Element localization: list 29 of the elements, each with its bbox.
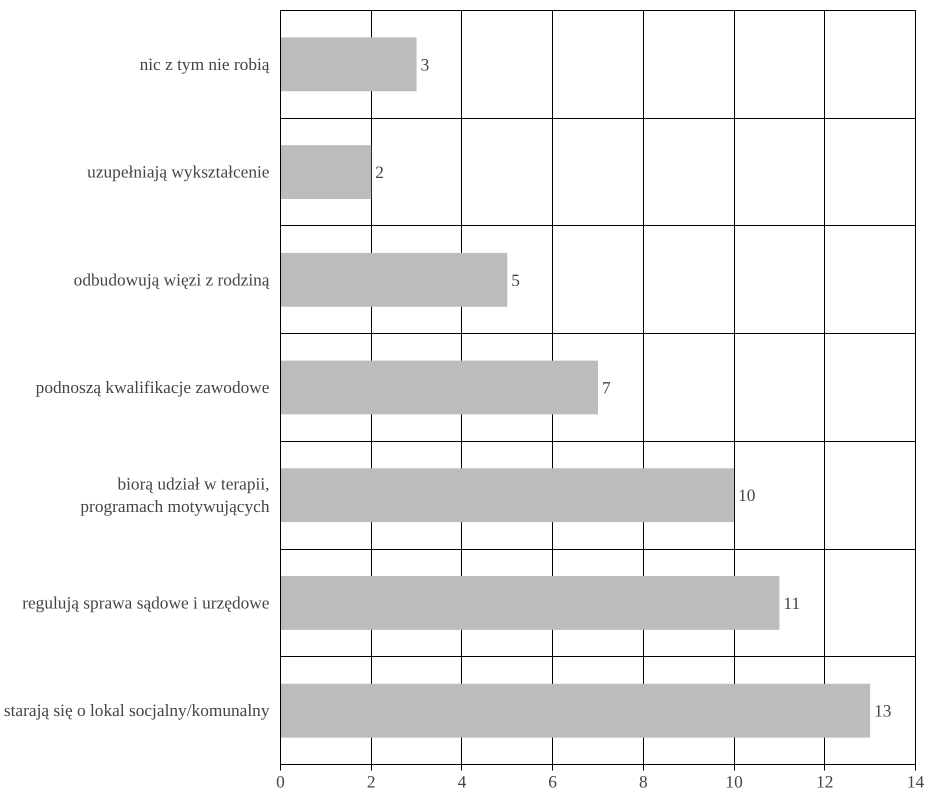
x-tick-label: 4 [458,772,467,792]
bar [280,37,417,92]
bar [280,468,734,522]
data-label: 7 [602,378,611,398]
x-tick-label: 0 [276,772,285,792]
x-tick-label: 8 [639,772,648,792]
bar [280,576,780,630]
bar [280,252,508,307]
x-tick-label: 2 [366,772,376,792]
y-tick-label: nic z tym nie robią [140,54,270,74]
x-tick-label: 10 [725,772,743,792]
data-label: 5 [511,270,520,290]
data-label: 3 [420,55,430,74]
bar [280,684,870,738]
bar [280,145,372,199]
data-label: 2 [375,163,384,182]
y-tick-label: regulują sprawa sądowe i urzędowe [22,593,270,612]
data-label: 11 [783,594,800,613]
y-tick-label: starają się o lokal socjalny/komunalny [4,701,270,720]
x-tick-label: 6 [548,772,558,792]
y-tick-label: podnoszą kwalifikacje zawodowe [36,378,270,397]
data-label: 10 [738,486,756,506]
bar [280,360,598,414]
x-tick-label: 12 [816,772,834,792]
y-tick-label: uzupełniają wykształcenie [87,162,270,182]
y-tick-label: biorą udział w terapii, programach motywujących [80,474,270,516]
data-label: 13 [874,702,892,721]
x-tick-label: 14 [906,772,924,792]
y-tick-label: odbudowują więzi z rodziną [74,270,270,290]
